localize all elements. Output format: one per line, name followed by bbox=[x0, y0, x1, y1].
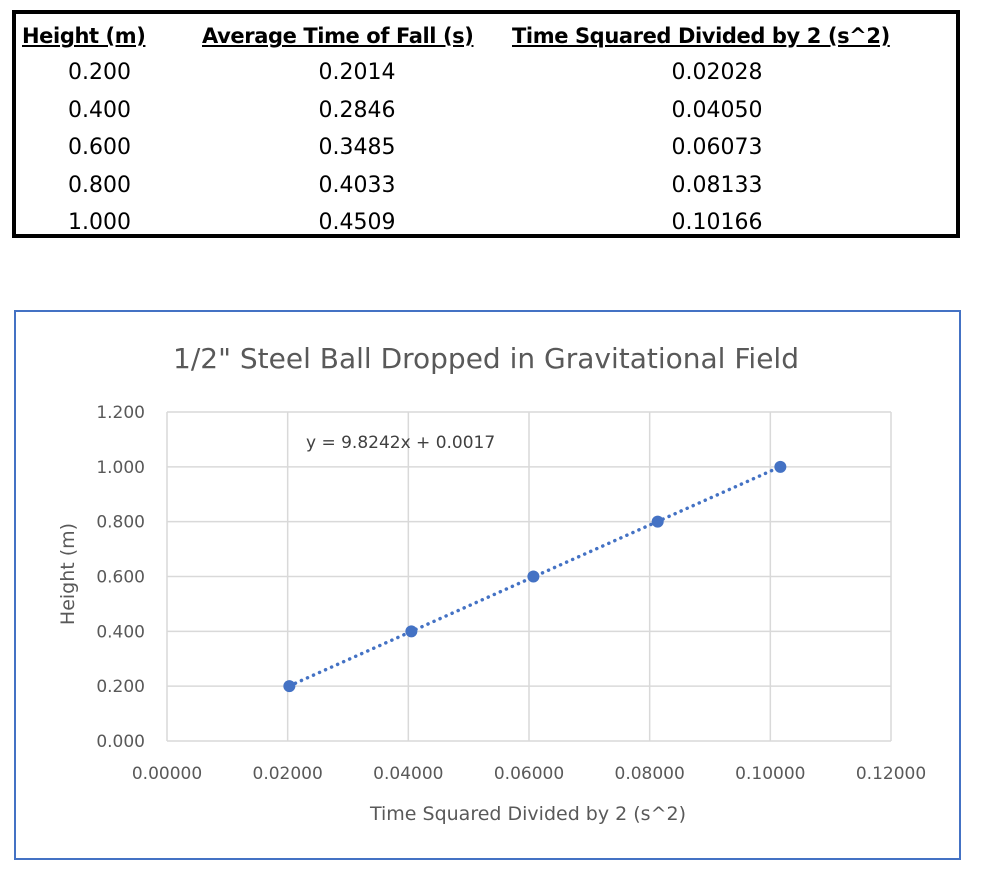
trendline-equation: y = 9.8242x + 0.0017 bbox=[306, 433, 495, 453]
x-tick-label: 0.08000 bbox=[615, 764, 685, 784]
chart-title: 1/2" Steel Ball Dropped in Gravitational… bbox=[173, 342, 799, 375]
column-header-height: Height (m) bbox=[22, 24, 146, 48]
cell-average-time: 0.4509 bbox=[318, 210, 396, 236]
data-point bbox=[651, 515, 664, 528]
y-tick-label: 0.400 bbox=[96, 622, 145, 642]
x-tick-label: 0.00000 bbox=[132, 764, 202, 784]
cell-average-time: 0.3485 bbox=[318, 135, 396, 161]
points-layer bbox=[283, 460, 787, 693]
y-tick-label: 1.200 bbox=[96, 403, 145, 423]
x-tick-label: 0.10000 bbox=[735, 764, 805, 784]
table-row: 0.600 0.3485 0.06073 bbox=[22, 129, 922, 167]
tick-labels-layer: 0.000 0.200 0.400 0.600 0.800 1.000 1.200 0.000… bbox=[96, 403, 926, 784]
x-tick-label: 0.12000 bbox=[856, 764, 926, 784]
data-point bbox=[283, 680, 296, 693]
cell-time-squared: 0.06073 bbox=[671, 135, 763, 161]
x-tick-label: 0.04000 bbox=[373, 764, 443, 784]
cell-time-squared: 0.10166 bbox=[671, 210, 763, 236]
table-row: 1.000 0.4509 0.10166 bbox=[22, 204, 922, 242]
x-tick-label: 0.02000 bbox=[253, 764, 323, 784]
y-tick-label: 0.800 bbox=[96, 513, 145, 533]
data-point bbox=[405, 625, 418, 638]
cell-height: 0.200 bbox=[68, 60, 131, 86]
cell-average-time: 0.2014 bbox=[318, 60, 396, 86]
scatter-chart: 0.000 0.200 0.400 0.600 0.800 1.000 1.200 0.000… bbox=[57, 342, 926, 825]
chart-container: 0.000 0.200 0.400 0.600 0.800 1.000 1.200 0.000… bbox=[14, 310, 961, 860]
data-point bbox=[527, 570, 540, 583]
y-tick-label: 0.600 bbox=[96, 568, 145, 588]
cell-height: 0.400 bbox=[68, 97, 131, 123]
cell-time-squared: 0.08133 bbox=[671, 172, 763, 198]
grid-layer bbox=[166, 411, 892, 742]
data-point bbox=[774, 460, 787, 473]
table-row: 0.400 0.2846 0.04050 bbox=[22, 92, 922, 130]
data-table: Height (m) Average Time of Fall (s) Time… bbox=[22, 18, 922, 242]
cell-height: 0.800 bbox=[68, 172, 131, 198]
y-axis-title: Height (m) bbox=[57, 523, 79, 625]
table-row: 0.800 0.4033 0.08133 bbox=[22, 167, 922, 205]
cell-height: 0.600 bbox=[68, 135, 131, 161]
x-tick-label: 0.06000 bbox=[494, 764, 564, 784]
data-table-box: Height (m) Average Time of Fall (s) Time… bbox=[12, 10, 960, 238]
column-header-average-time: Average Time of Fall (s) bbox=[202, 24, 474, 48]
x-axis-title: Time Squared Divided by 2 (s^2) bbox=[369, 803, 686, 825]
table-row: 0.200 0.2014 0.02028 bbox=[22, 54, 922, 92]
y-tick-label: 1.000 bbox=[96, 458, 145, 478]
cell-time-squared: 0.02028 bbox=[671, 60, 763, 86]
table-header-row: Height (m) Average Time of Fall (s) Time… bbox=[22, 18, 922, 54]
y-tick-label: 0.000 bbox=[96, 732, 145, 752]
y-tick-label: 0.200 bbox=[96, 677, 145, 697]
column-header-time-squared: Time Squared Divided by 2 (s^2) bbox=[512, 24, 890, 48]
trendline bbox=[287, 464, 783, 688]
trendline-layer bbox=[287, 464, 783, 688]
cell-time-squared: 0.04050 bbox=[671, 97, 763, 123]
cell-average-time: 0.4033 bbox=[318, 172, 396, 198]
cell-average-time: 0.2846 bbox=[318, 97, 396, 123]
cell-height: 1.000 bbox=[68, 210, 131, 236]
